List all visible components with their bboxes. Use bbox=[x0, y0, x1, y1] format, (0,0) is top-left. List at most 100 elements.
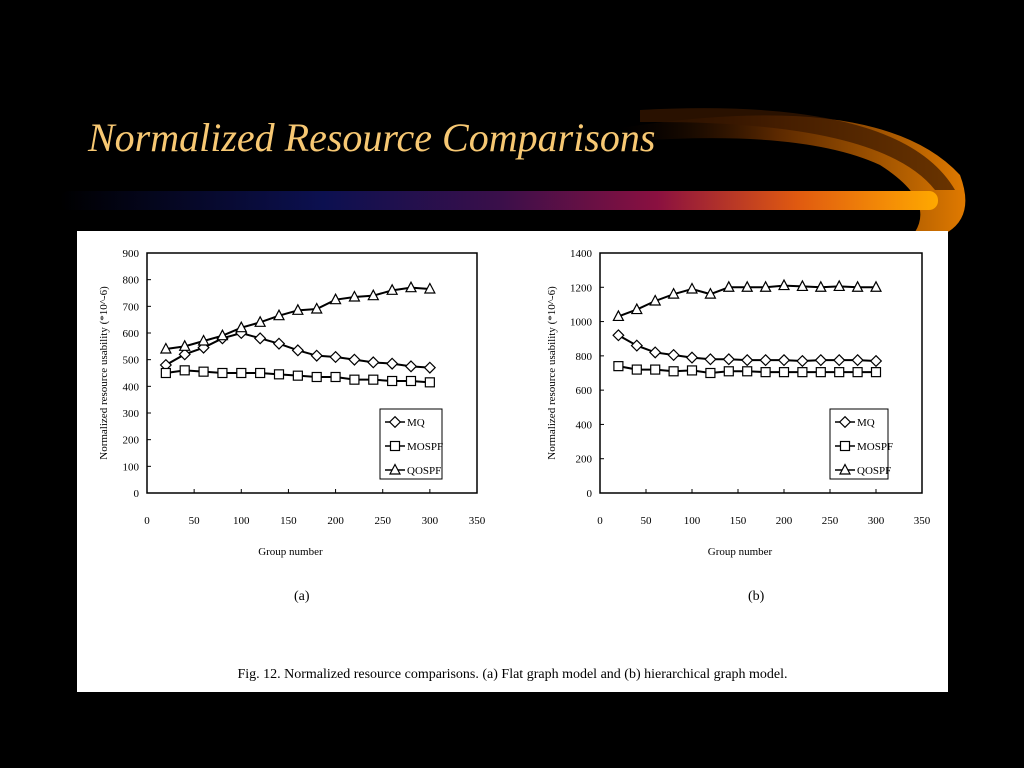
swoosh-glow bbox=[640, 108, 955, 190]
chart-b-x-tick-label: 350 bbox=[914, 515, 931, 527]
chart-b-point-mospf bbox=[668, 366, 679, 377]
chart-a-point-mq bbox=[329, 350, 342, 364]
chart-b-y-tick-label: 200 bbox=[576, 454, 593, 466]
chart-b-point-mq bbox=[759, 353, 772, 367]
chart-b-y-tick-label: 1400 bbox=[570, 248, 593, 260]
panel-label-b: (b) bbox=[748, 589, 765, 604]
chart-a-y-axis-label: Normalized resource usability (*10^-6) bbox=[98, 286, 110, 460]
chart-b-point-mq bbox=[851, 353, 864, 367]
chart-a-y-tick-label: 500 bbox=[123, 355, 140, 367]
chart-b-legend: MQ MOSPF QOSPF bbox=[829, 408, 893, 480]
chart-b-legend-marker bbox=[839, 440, 851, 452]
chart-b-point-qospf bbox=[704, 287, 717, 299]
chart-b-x-tick-label: 50 bbox=[641, 515, 653, 527]
figure-caption: Fig. 12. Normalized resource comparisons… bbox=[237, 667, 788, 682]
chart-a-point-mospf bbox=[255, 367, 266, 379]
chart-a-point-mospf bbox=[368, 374, 379, 385]
chart-a-point-mq bbox=[253, 332, 267, 345]
chart-b-x-tick-label: 250 bbox=[822, 515, 839, 527]
chart-b-point-mq bbox=[649, 346, 662, 359]
chart-a-x-tick-label: 150 bbox=[280, 515, 297, 527]
chart-b-point-mq bbox=[777, 353, 791, 367]
chart-a-point-qospf bbox=[291, 303, 304, 315]
chart-a-legend-label: MQ bbox=[407, 417, 425, 429]
chart-a-point-qospf bbox=[367, 288, 380, 301]
chart-a-y-tick-label: 900 bbox=[123, 248, 140, 260]
chart-b-point-mq bbox=[833, 353, 846, 367]
chart-b-point-mq bbox=[722, 353, 735, 366]
chart-a-point-mq bbox=[272, 337, 286, 350]
chart-b-y-tick-label: 1000 bbox=[570, 317, 593, 329]
chart-a: 0 100 200 300 400 500 600 700 800 900 0 50 100 150 200… bbox=[98, 248, 486, 558]
chart-a-point-mq bbox=[367, 356, 380, 369]
chart-a-y-tick-label: 600 bbox=[123, 328, 140, 340]
chart-a-point-mospf bbox=[387, 375, 398, 387]
chart-a-point-qospf bbox=[405, 280, 417, 293]
chart-a-point-mospf bbox=[236, 367, 247, 379]
chart-a-x-axis-label: Group number bbox=[258, 546, 323, 558]
chart-a-point-mospf bbox=[292, 370, 303, 381]
chart-a-point-mospf bbox=[349, 374, 360, 385]
chart-a-point-qospf bbox=[310, 302, 323, 314]
chart-b-point-mq bbox=[612, 329, 625, 342]
chart-a-point-mq bbox=[423, 361, 437, 374]
chart-a-legend-marker bbox=[389, 463, 401, 475]
chart-a-x-tick-label: 250 bbox=[374, 515, 391, 527]
chart-b-point-mospf bbox=[723, 366, 734, 377]
chart-a-x-tick-label: 0 bbox=[144, 515, 150, 527]
chart-b-point-mq bbox=[630, 339, 643, 352]
chart-a-point-mospf bbox=[311, 371, 322, 383]
chart-b-point-qospf bbox=[833, 279, 846, 292]
chart-a-point-qospf bbox=[348, 290, 361, 302]
chart-b-point-qospf bbox=[741, 280, 754, 292]
chart-a-point-mospf bbox=[198, 366, 209, 377]
chart-a-y-tick-label: 200 bbox=[123, 435, 140, 447]
chart-a-x-tick-label: 50 bbox=[189, 515, 201, 527]
chart-b-point-mospf bbox=[760, 367, 771, 378]
chart-b-point-qospf bbox=[686, 282, 698, 294]
chart-b-legend-box bbox=[829, 408, 889, 480]
swoosh-bar bbox=[60, 191, 938, 210]
chart-b-point-mospf bbox=[834, 367, 845, 378]
chart-b-x-axis-label: Group number bbox=[708, 546, 773, 558]
chart-b-point-qospf bbox=[759, 280, 772, 292]
chart-b-y-tick-label: 400 bbox=[576, 419, 593, 431]
chart-b-point-mospf bbox=[797, 367, 808, 378]
chart-a-x-tick-label: 300 bbox=[422, 515, 439, 527]
chart-b-legend-label: MOSPF bbox=[857, 441, 893, 453]
chart-a-point-qospf bbox=[329, 292, 342, 305]
chart-b-point-mq bbox=[741, 353, 754, 367]
chart-a-point-qospf bbox=[235, 320, 248, 333]
chart-a-point-qospf bbox=[178, 339, 191, 351]
chart-a-point-mospf bbox=[160, 367, 171, 379]
chart-b-x-tick-label: 200 bbox=[776, 515, 793, 527]
chart-b-point-mospf bbox=[705, 367, 716, 379]
chart-b-point-mq bbox=[869, 354, 883, 368]
chart-b-y-tick-label: 1200 bbox=[570, 282, 593, 294]
chart-a-point-qospf bbox=[254, 315, 267, 327]
chart-b-point-mospf bbox=[686, 365, 698, 376]
chart-b-y-tick-label: 800 bbox=[576, 351, 593, 363]
chart-b-y-tick-label: 0 bbox=[587, 488, 593, 500]
chart-a-x-tick-label: 200 bbox=[327, 515, 344, 527]
chart-b-point-mq bbox=[667, 348, 680, 362]
chart-b-point-mospf bbox=[650, 364, 661, 375]
chart-b-legend-marker bbox=[839, 463, 851, 475]
chart-b-point-mospf bbox=[778, 367, 790, 378]
chart-b-series-mq bbox=[612, 329, 883, 368]
chart-a-y-tick-label: 300 bbox=[123, 408, 140, 420]
chart-b-legend-label: MQ bbox=[857, 417, 875, 429]
chart-a-point-mospf bbox=[273, 369, 285, 380]
chart-a-point-mospf bbox=[405, 375, 417, 387]
chart-b-y-axis-label: Normalized resource usability (*10^-6) bbox=[546, 286, 558, 460]
chart-b-point-qospf bbox=[778, 278, 790, 291]
chart-a-legend-label: MOSPF bbox=[407, 441, 443, 453]
chart-a-plot-frame bbox=[146, 252, 478, 494]
chart-a-legend-marker bbox=[389, 440, 401, 452]
chart-b-point-mospf bbox=[613, 361, 624, 372]
chart-a-point-qospf bbox=[159, 342, 172, 354]
chart-b-x-tick-label: 300 bbox=[868, 515, 885, 527]
chart-a-x-tick-label: 350 bbox=[469, 515, 486, 527]
chart-b-legend-label: QOSPF bbox=[857, 465, 891, 477]
